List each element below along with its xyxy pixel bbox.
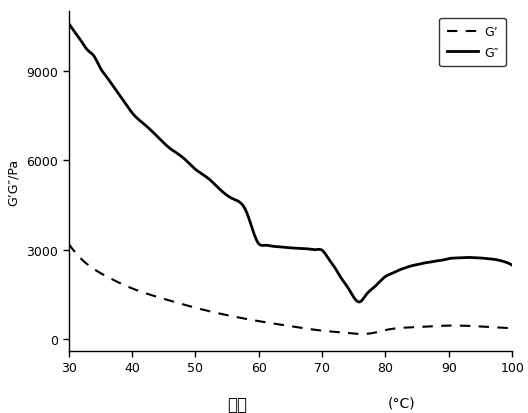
G″ <box>276 245 282 250</box>
G″ <box>499 259 505 264</box>
Legend: G’, G″: G’, G″ <box>439 19 506 67</box>
G’ <box>65 242 72 247</box>
G’ <box>441 323 447 328</box>
G″ <box>430 259 436 264</box>
G″ <box>306 247 312 252</box>
Text: (°C): (°C) <box>388 395 415 409</box>
G’ <box>337 330 343 335</box>
G″ <box>509 263 515 268</box>
Y-axis label: G’G″/Pa: G’G″/Pa <box>6 158 20 205</box>
Line: G″: G″ <box>69 24 512 302</box>
G’ <box>328 329 334 334</box>
G″ <box>356 300 362 305</box>
G’ <box>509 326 515 331</box>
Text: 温度: 温度 <box>227 395 247 413</box>
G’ <box>67 244 73 249</box>
G″ <box>65 22 72 27</box>
G’ <box>469 324 475 329</box>
G’ <box>359 332 365 337</box>
G’ <box>329 330 336 335</box>
G″ <box>279 245 285 250</box>
Line: G’: G’ <box>69 244 512 334</box>
G″ <box>329 262 336 267</box>
